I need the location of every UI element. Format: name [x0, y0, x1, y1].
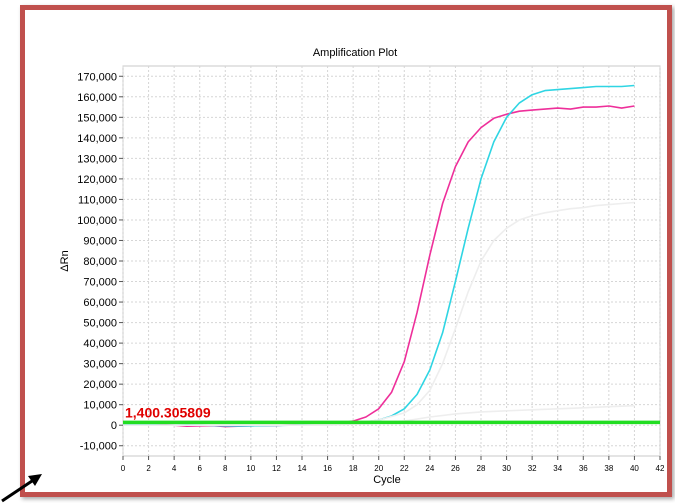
x-tick-label: 20: [374, 464, 383, 473]
threshold-label: 1,400.305809: [125, 404, 211, 420]
x-tick-label: 10: [246, 464, 255, 473]
y-tick-label: 150,000: [77, 112, 117, 124]
x-tick-label: 14: [298, 464, 307, 473]
y-tick-label: 70,000: [83, 277, 117, 289]
x-tick-label: 0: [121, 464, 126, 473]
x-tick-label: 42: [656, 464, 665, 473]
arrow-icon: [1, 474, 42, 503]
y-tick-label: 0: [111, 420, 117, 432]
y-tick-label: 130,000: [77, 153, 117, 165]
y-tick-label: 40,000: [83, 338, 117, 350]
x-tick-label: 16: [323, 464, 332, 473]
amplification-plot-chart: -10,000010,00020,00030,00040,00050,00060…: [59, 47, 665, 486]
x-tick-label: 4: [172, 464, 177, 473]
y-tick-label: 60,000: [83, 297, 117, 309]
x-tick-label: 34: [553, 464, 562, 473]
y-tick-label: 80,000: [83, 256, 117, 268]
chart-frame: -10,000 0 10,000 20,000 30,000 40,000 50,000 60…: [20, 5, 672, 497]
x-tick-label: 40: [630, 464, 639, 473]
series-layer: [122, 84, 635, 428]
y-tick-label: 10,000: [83, 400, 117, 412]
x-tick-label: 36: [579, 464, 588, 473]
x-tick-label: 6: [197, 464, 202, 473]
y-tick-label: 160,000: [77, 92, 117, 104]
x-tick-label: 32: [528, 464, 537, 473]
y-tick-label: 50,000: [83, 318, 117, 330]
y-axis-label: ΔRn: [59, 250, 71, 271]
x-tick-label: 2: [146, 464, 151, 473]
y-tick-label: 100,000: [77, 215, 117, 227]
y-axis: -10,000 0 10,000 20,000 30,000 40,000 50,000 60…: [77, 71, 123, 453]
y-tick-label: 30,000: [83, 359, 117, 371]
series-line-4: [123, 404, 635, 427]
x-tick-label: 30: [502, 464, 511, 473]
y-tick-label: 20,000: [83, 379, 117, 391]
y-tick-label: 120,000: [77, 174, 117, 186]
x-tick-label: 38: [604, 464, 613, 473]
x-tick-label: 22: [400, 464, 409, 473]
y-tick-label: 170,000: [77, 71, 117, 83]
x-tick-label: 18: [349, 464, 358, 473]
threshold-layer: 1,400.305809: [123, 404, 660, 425]
y-tick-label: -10,000: [80, 441, 117, 453]
y-tick-label: 90,000: [83, 235, 117, 247]
x-axis: 0 2 4 6 8 10 12 14 16 18 20 22 24 26 28 30 32 34 36 38 40 42: [121, 456, 665, 473]
x-tick-label: 28: [477, 464, 486, 473]
x-tick-label: 26: [451, 464, 460, 473]
x-axis-label: Cycle: [373, 474, 401, 486]
x-tick-label: 12: [272, 464, 281, 473]
chart-title: Amplification Plot: [313, 47, 397, 59]
y-tick-label: 140,000: [77, 133, 117, 145]
y-tick-label: 110,000: [78, 194, 117, 206]
x-tick-label: 24: [425, 464, 434, 473]
x-tick-label: 8: [223, 464, 228, 473]
